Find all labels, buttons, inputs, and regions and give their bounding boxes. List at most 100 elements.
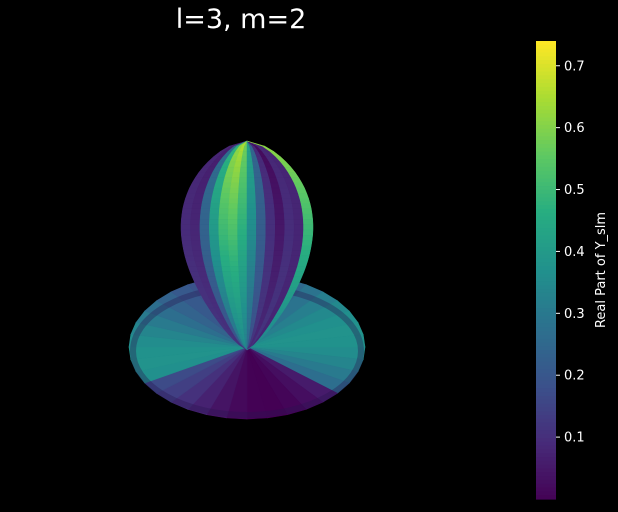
colorbar-segment — [536, 52, 556, 57]
colorbar-segment — [536, 411, 556, 416]
colorbar-segment — [536, 201, 556, 206]
colorbar-segment — [536, 224, 556, 229]
colorbar-segment — [536, 132, 556, 138]
colorbar-segment — [536, 113, 556, 118]
colorbar-segment — [536, 289, 556, 294]
colorbar-segment — [536, 453, 556, 458]
colorbar-segment — [536, 56, 556, 61]
colorbar-segment — [536, 407, 556, 412]
colorbar-segment — [536, 365, 556, 370]
colorbar-segment — [536, 186, 556, 191]
colorbar-segment — [536, 105, 556, 111]
colorbar-segment — [536, 262, 556, 267]
colorbar-tick-label: 0.3 — [564, 307, 585, 322]
colorbar-gradient — [536, 41, 556, 500]
colorbar-segment — [536, 151, 556, 157]
colorbar-segment — [536, 445, 556, 450]
colorbar-segment — [536, 121, 556, 126]
colorbar-segment — [536, 468, 556, 473]
colorbar-segment — [536, 338, 556, 344]
colorbar-segment — [536, 136, 556, 141]
colorbar-segment — [536, 296, 556, 302]
colorbar-segment — [536, 197, 556, 202]
colorbar-segment — [536, 270, 556, 275]
colorbar-segment — [536, 82, 556, 88]
colorbar-segment — [536, 487, 556, 492]
colorbar-segment — [536, 98, 556, 103]
colorbar-segment — [536, 63, 556, 69]
colorbar-segment — [536, 144, 556, 149]
colorbar-segment — [536, 380, 556, 386]
colorbar-segment — [536, 334, 556, 340]
colorbar-segment — [536, 495, 556, 500]
upper-lobe — [180, 140, 314, 351]
colorbar-segment — [536, 392, 556, 397]
colorbar-segment — [536, 441, 556, 447]
colorbar-segment — [536, 285, 556, 290]
colorbar-segment — [536, 323, 556, 328]
colorbar-segment — [536, 300, 556, 305]
colorbar-segment — [536, 189, 556, 195]
colorbar-segment — [536, 304, 556, 309]
colorbar-segment — [536, 254, 556, 260]
colorbar-segment — [536, 430, 556, 435]
colorbar-segment — [536, 86, 556, 92]
colorbar-segment — [536, 124, 556, 130]
colorbar-segment — [536, 102, 556, 107]
lobe-facet — [246, 344, 256, 351]
colorbar-segment — [536, 464, 556, 470]
colorbar-segment — [536, 422, 556, 428]
colorbar-tick-label: 0.4 — [564, 245, 585, 260]
colorbar-segment — [536, 247, 556, 252]
colorbar-tick-label: 0.5 — [564, 183, 585, 198]
colorbar-segment — [536, 376, 556, 382]
chart-title: l=3, m=2 — [175, 4, 307, 35]
colorbar-segment — [536, 170, 556, 176]
colorbar-tick-label: 0.7 — [564, 59, 585, 74]
colorbar-segment — [536, 258, 556, 263]
colorbar-segment — [536, 117, 556, 122]
colorbar-segment — [536, 483, 556, 489]
disk-facet — [246, 334, 366, 348]
colorbar-segment — [536, 48, 556, 54]
colorbar-segment — [536, 342, 556, 347]
colorbar-segment — [536, 403, 556, 408]
colorbar-segment — [536, 384, 556, 389]
colorbar-segment — [536, 457, 556, 462]
colorbar-segment — [536, 327, 556, 332]
colorbar-segment — [536, 361, 556, 367]
colorbar-segment — [536, 205, 556, 210]
colorbar-segment — [536, 472, 556, 477]
colorbar-label: Real Part of Y_slm — [594, 212, 609, 328]
colorbar-segment — [536, 331, 556, 336]
colorbar-segment — [536, 308, 556, 313]
colorbar-segment — [536, 266, 556, 271]
colorbar-tick-label: 0.2 — [564, 369, 585, 384]
colorbar-segment — [536, 41, 556, 46]
colorbar-segment — [536, 208, 556, 214]
colorbar-segment — [536, 75, 556, 80]
colorbar-segment — [536, 128, 556, 134]
colorbar-segment — [536, 277, 556, 283]
colorbar-segment — [536, 426, 556, 431]
colorbar-segment — [536, 311, 556, 317]
colorbar-segment — [536, 491, 556, 496]
colorbar-segment — [536, 220, 556, 225]
colorbar-segment — [536, 228, 556, 233]
colorbar-segment — [536, 147, 556, 153]
colorbar-segment — [536, 357, 556, 363]
colorbar-segment — [536, 315, 556, 321]
colorbar-segment — [536, 373, 556, 378]
colorbar-segment — [536, 250, 556, 256]
colorbar-segment — [536, 395, 556, 401]
colorbar-segment — [536, 292, 556, 298]
colorbar-segment — [536, 178, 556, 183]
colorbar-segment — [536, 216, 556, 221]
colorbar-segment — [536, 235, 556, 241]
colorbar-segment — [536, 182, 556, 187]
colorbar-tick-label: 0.1 — [564, 431, 585, 446]
colorbar-ticks: 0.1 0.2 0.3 0.4 0.5 0.6 0.7 — [556, 59, 585, 446]
colorbar-segment — [536, 415, 556, 420]
